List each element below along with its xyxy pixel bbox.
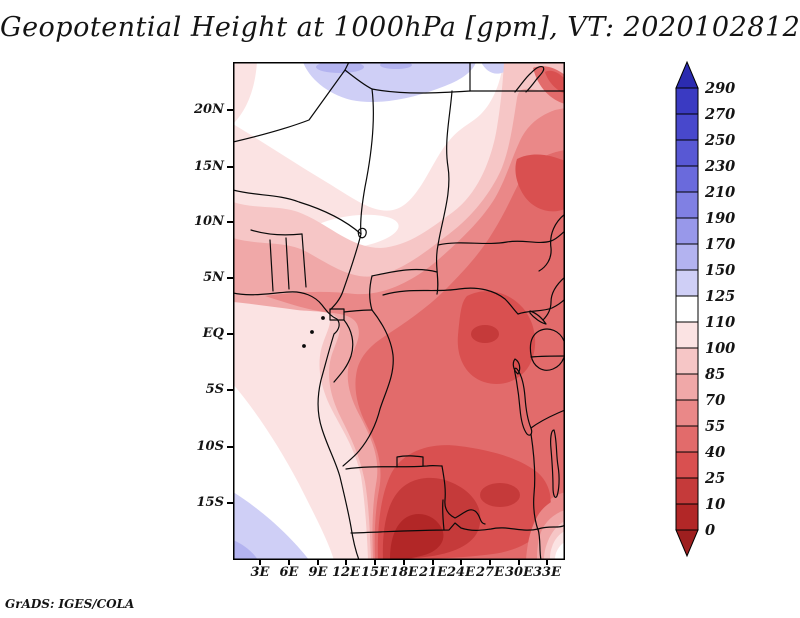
lat-tick-mark: [227, 109, 233, 111]
lat-tick-mark: [227, 502, 233, 504]
lon-tick-mark: [403, 560, 405, 565]
lat-tick-label: 15N: [194, 159, 224, 174]
colorbar-segment: [675, 87, 699, 115]
colorbar-label: 10: [705, 496, 725, 513]
colorbar-label: 190: [705, 210, 735, 227]
lon-tick-label: 15E: [361, 565, 389, 580]
colorbar-label: 210: [704, 184, 735, 201]
contour-fills: [233, 62, 565, 560]
lon-tick-mark: [518, 560, 520, 565]
colorbar-label: 70: [705, 392, 725, 409]
colorbar-segment: [675, 217, 699, 245]
map-plot: [233, 62, 565, 560]
colorbar-label: 55: [705, 418, 725, 435]
colorbar-label: 110: [705, 314, 735, 331]
colorbar-segment: [675, 165, 699, 193]
map-frame: [233, 62, 565, 560]
colorbar-segment: [675, 451, 699, 479]
lon-tick-label: 3E: [250, 565, 270, 580]
plot-title: Geopotential Height at 1000hPa [gpm], VT…: [0, 12, 800, 43]
colorbar-segment: [675, 113, 699, 141]
colorbar-arrow-top: [675, 60, 699, 89]
colorbar-label: 290: [704, 80, 735, 97]
colorbar-segment: [675, 373, 699, 401]
colorbar-segment: [675, 295, 699, 323]
lon-tick-label: 6E: [279, 565, 299, 580]
lat-tick-label: 5S: [205, 382, 224, 397]
lon-tick-mark: [259, 560, 261, 565]
lon-tick-mark: [288, 560, 290, 565]
lon-tick-label: 30E: [505, 565, 533, 580]
colorbar-label: 85: [705, 366, 725, 383]
lon-tick-mark: [345, 560, 347, 565]
colorbar-segment: [675, 425, 699, 453]
lat-tick-label: 5N: [203, 270, 224, 285]
lat-tick-mark: [227, 166, 233, 168]
lon-tick-mark: [374, 560, 376, 565]
colorbar-segment: [675, 321, 699, 349]
colorbar-segment: [675, 139, 699, 167]
colorbar-label: 40: [705, 444, 725, 461]
colorbar-segment: [675, 347, 699, 375]
lon-tick-mark: [317, 560, 319, 565]
lat-tick-label: EQ: [202, 326, 224, 341]
lon-tick-mark: [489, 560, 491, 565]
colorbar-segment: [675, 503, 699, 531]
colorbar-segment: [675, 191, 699, 219]
lon-tick-label: 33E: [533, 565, 561, 580]
colorbar-label: 100: [705, 340, 735, 357]
lon-tick-mark: [546, 560, 548, 565]
lon-tick-label: 18E: [390, 565, 418, 580]
colorbar-segment: [675, 269, 699, 297]
colorbar-segment: [675, 477, 699, 505]
lat-tick-label: 10S: [196, 439, 224, 454]
lon-tick-label: 12E: [332, 565, 360, 580]
lat-tick-mark: [227, 333, 233, 335]
lat-tick-mark: [227, 446, 233, 448]
lat-tick-label: 15S: [196, 495, 224, 510]
lon-tick-mark: [460, 560, 462, 565]
colorbar-label: 125: [705, 288, 735, 305]
lat-tick-mark: [227, 221, 233, 223]
lon-tick-mark: [432, 560, 434, 565]
colorbar-label: 230: [704, 158, 735, 175]
country-borders: [233, 62, 565, 560]
lon-tick-label: 21E: [419, 565, 447, 580]
colorbar-segment: [675, 243, 699, 271]
colorbar-label: 150: [705, 262, 735, 279]
colorbar-segment: [675, 399, 699, 427]
lon-tick-label: 24E: [447, 565, 475, 580]
colorbar: 2902702502302101901701501251101008570554…: [675, 60, 735, 558]
colorbar-label: 25: [704, 470, 725, 487]
grads-credit: GrADS: IGES/COLA: [5, 597, 135, 611]
lat-tick-mark: [227, 277, 233, 279]
colorbar-label: 170: [705, 236, 735, 253]
colorbar-label: 0: [705, 522, 715, 539]
colorbar-label: 270: [704, 106, 735, 123]
lat-tick-mark: [227, 389, 233, 391]
colorbar-arrow-bottom: [675, 529, 699, 558]
lon-tick-label: 27E: [476, 565, 504, 580]
lat-tick-label: 10N: [194, 214, 224, 229]
lon-tick-label: 9E: [308, 565, 328, 580]
colorbar-label: 250: [704, 132, 735, 149]
lat-tick-label: 20N: [194, 102, 224, 117]
